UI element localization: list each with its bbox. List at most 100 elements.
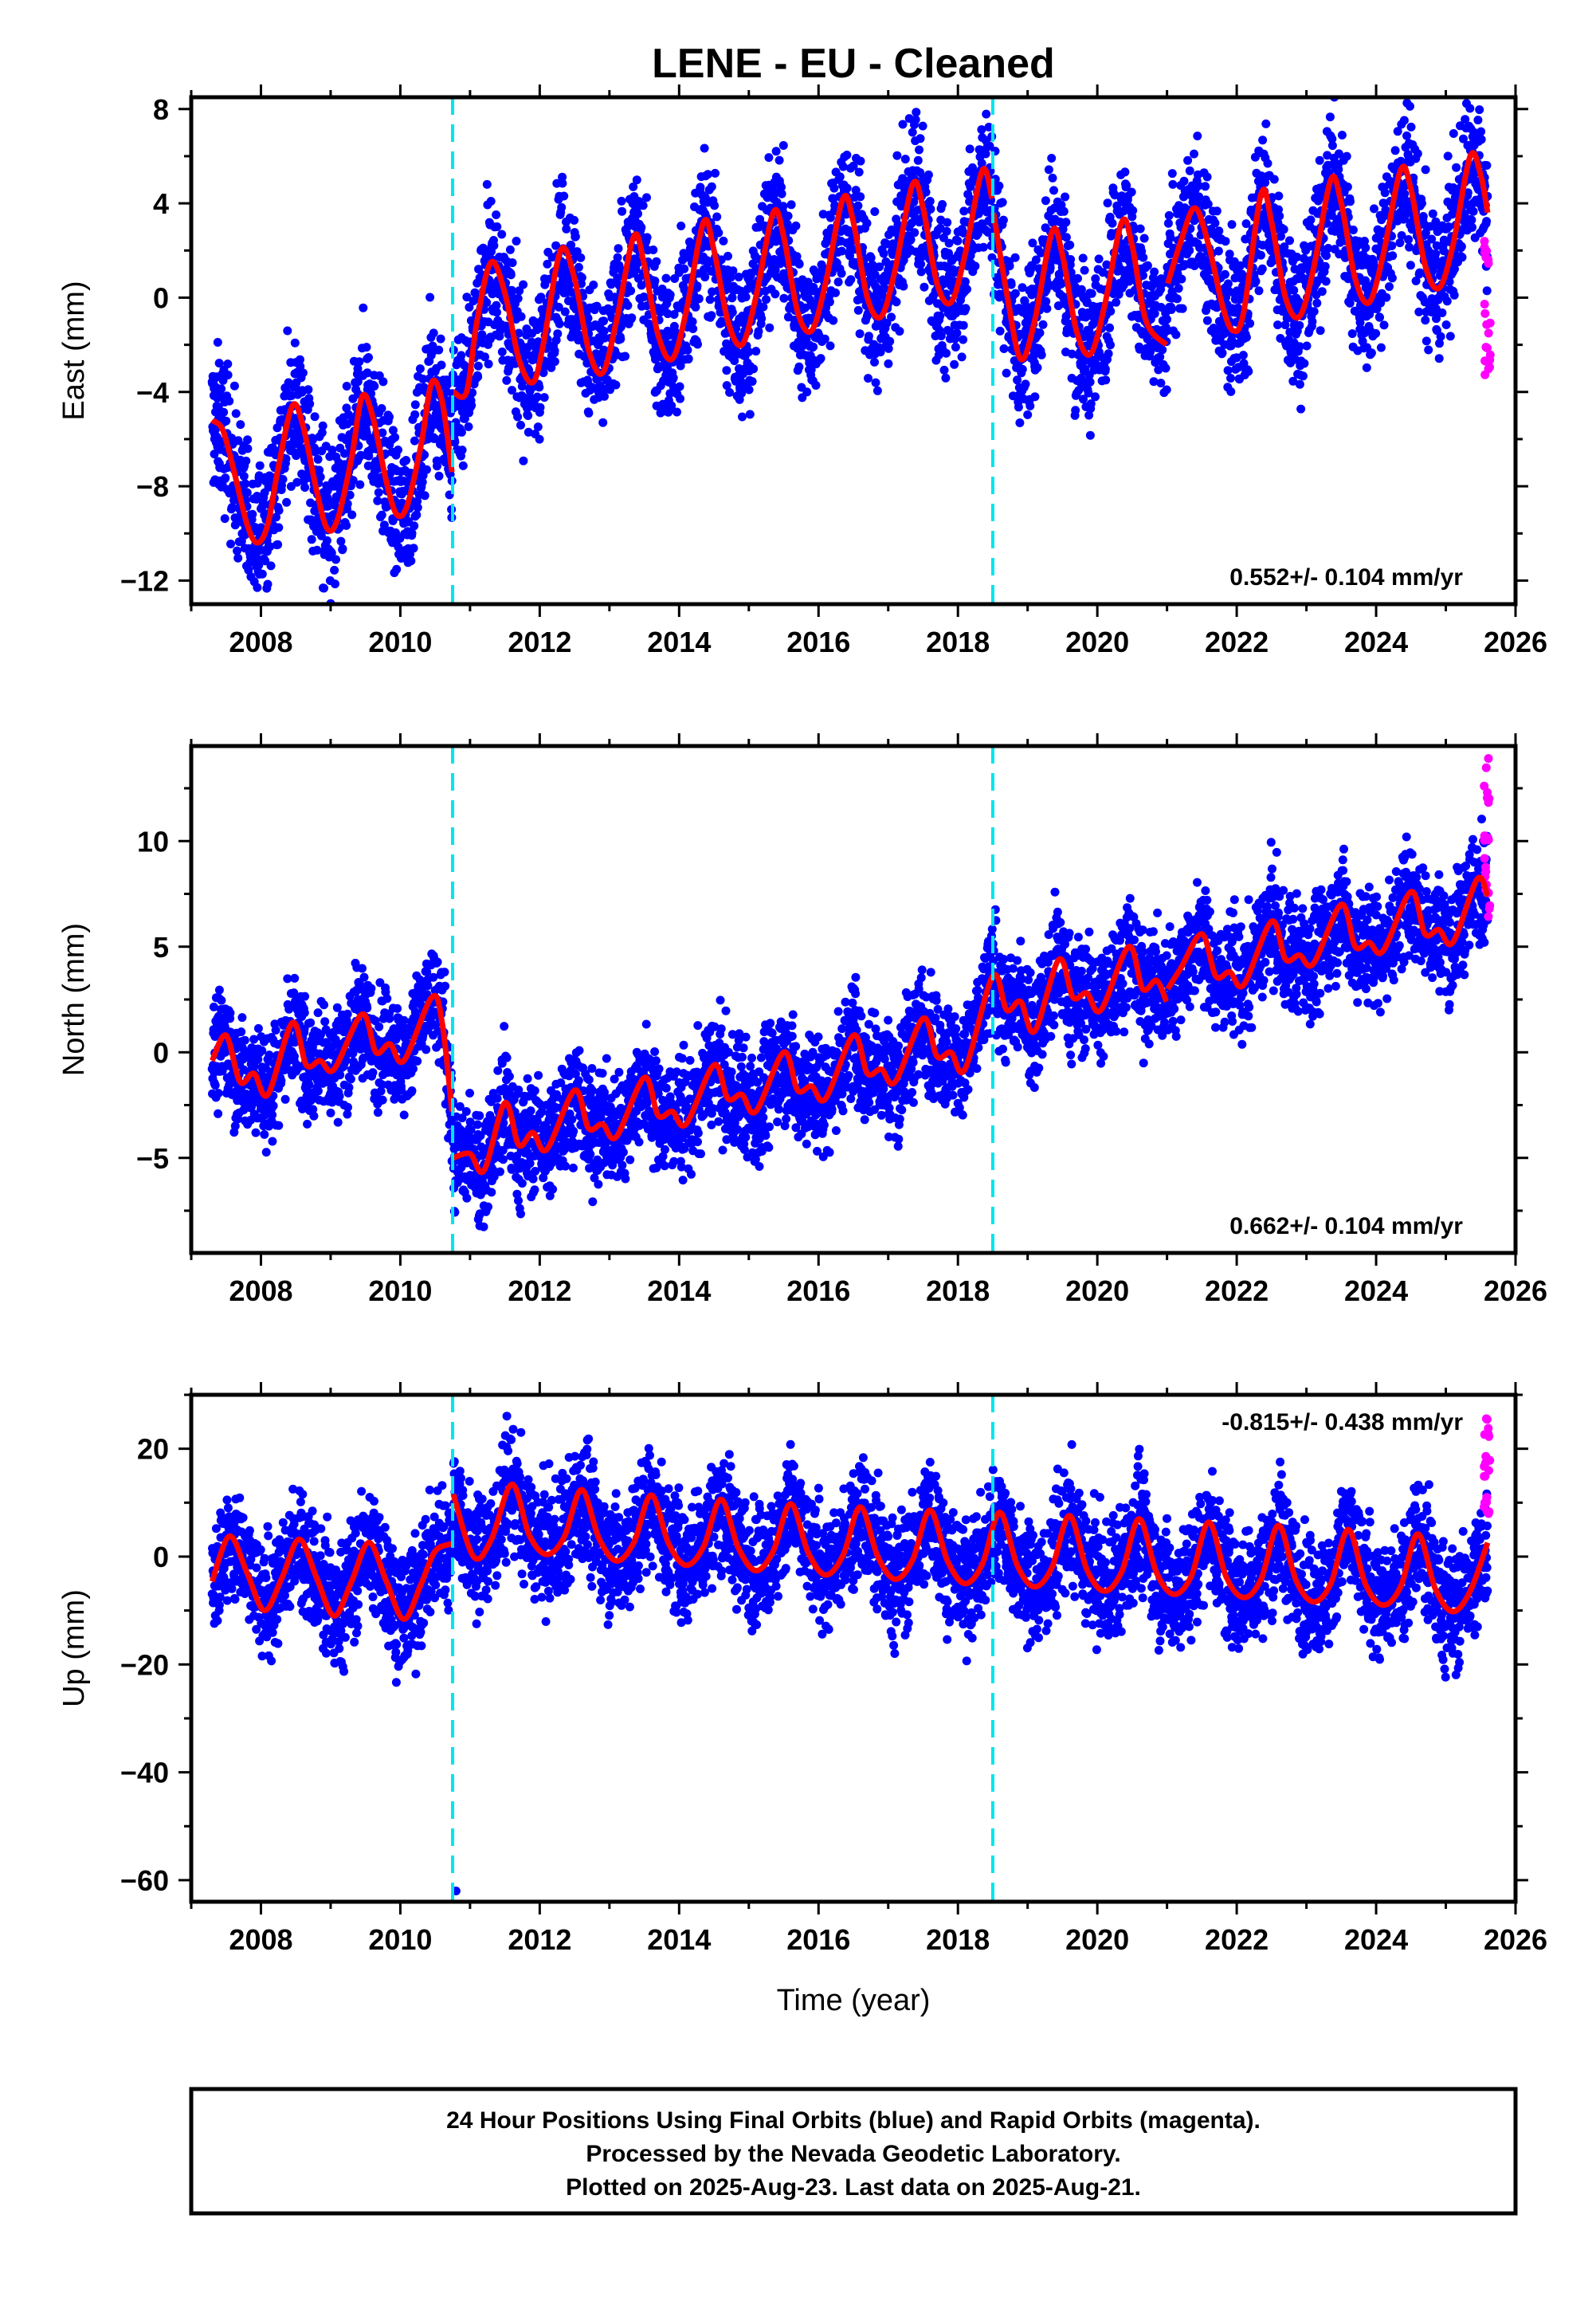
east-final-point — [342, 520, 351, 530]
east-final-point — [506, 270, 516, 280]
east-final-point — [1202, 172, 1212, 182]
east-final-point — [1014, 403, 1023, 412]
east-final-point — [727, 293, 737, 302]
east-final-point — [977, 159, 986, 168]
east-final-point — [1245, 319, 1255, 328]
east-final-point — [577, 273, 586, 282]
east-final-point — [633, 209, 642, 218]
east-final-point — [1203, 199, 1213, 209]
east-final-point — [457, 351, 466, 360]
east-final-point — [918, 121, 927, 131]
east-final-point — [467, 401, 476, 410]
east-final-point — [722, 381, 731, 391]
east-final-point — [1038, 320, 1048, 329]
east-final-point — [1321, 277, 1331, 286]
east-final-point — [239, 472, 249, 481]
east-final-point — [425, 293, 435, 302]
east-final-point — [722, 366, 731, 375]
east-final-point — [392, 564, 402, 574]
east-final-point — [437, 360, 446, 370]
east-final-point — [700, 273, 710, 282]
east-final-point — [559, 191, 569, 201]
east-final-point — [755, 214, 765, 224]
east-final-point — [802, 387, 812, 397]
east-final-point — [626, 286, 636, 296]
east-final-point — [355, 357, 364, 367]
east-final-point — [571, 232, 580, 242]
east-final-point — [378, 377, 388, 387]
east-final-point — [281, 454, 291, 464]
east-final-point — [916, 134, 925, 143]
east-final-point — [1261, 119, 1271, 128]
east-final-point — [825, 297, 834, 307]
east-final-point — [516, 420, 525, 430]
east-final-point — [222, 416, 231, 426]
east-final-point — [1112, 297, 1121, 307]
east-final-point — [1202, 316, 1212, 325]
east-final-point — [513, 294, 523, 303]
east-final-point — [480, 352, 489, 362]
east-final-point — [942, 226, 951, 236]
east-final-point — [1223, 279, 1233, 289]
east-final-point — [576, 253, 586, 262]
east-final-point — [1150, 309, 1159, 318]
east-final-point — [441, 457, 450, 467]
east-final-point — [385, 412, 394, 422]
east-final-point — [856, 156, 865, 166]
east-final-point — [1302, 341, 1312, 351]
east-final-point — [838, 162, 848, 171]
east-final-point — [1449, 129, 1458, 138]
east-final-point — [457, 427, 466, 437]
east-final-point — [809, 342, 818, 351]
east-final-point — [1015, 418, 1025, 427]
east-final-point — [693, 340, 702, 349]
east-final-point — [278, 474, 288, 484]
east-final-point — [884, 359, 893, 368]
east-final-point — [744, 385, 754, 395]
east-final-point — [1047, 154, 1057, 163]
east-final-point — [394, 542, 403, 552]
east-final-point — [492, 300, 501, 310]
east-final-point — [1241, 219, 1251, 229]
east-final-point — [616, 334, 625, 344]
east-final-point — [1376, 343, 1386, 352]
east-final-point — [249, 611, 257, 620]
east-final-point — [390, 433, 400, 442]
east-final-point — [1424, 345, 1433, 355]
east-final-point — [939, 365, 949, 375]
east-final-point — [999, 344, 1009, 353]
east-final-point — [223, 371, 233, 379]
east-final-point — [217, 384, 226, 394]
east-rapid-point — [1480, 370, 1490, 379]
east-final-point — [675, 382, 684, 391]
east-final-point — [1452, 163, 1461, 172]
east-final-point — [688, 317, 697, 327]
east-final-point — [825, 213, 835, 222]
east-final-point — [418, 375, 428, 383]
east-final-point — [434, 345, 444, 355]
east-final-point — [744, 348, 754, 356]
east-final-point — [1041, 196, 1050, 206]
east-final-point — [1442, 296, 1452, 306]
east-final-point — [1143, 261, 1152, 270]
east-final-point — [263, 579, 273, 589]
east-final-point — [747, 377, 757, 387]
east-final-point — [320, 583, 328, 593]
east-final-point — [794, 362, 804, 371]
east-final-point — [1021, 379, 1030, 389]
east-final-point — [535, 383, 544, 392]
east-final-point — [762, 295, 771, 304]
east-final-point — [331, 555, 340, 564]
east-final-point — [829, 316, 838, 325]
east-final-point — [703, 170, 712, 179]
east-final-point — [1436, 332, 1445, 341]
east-final-point — [336, 536, 346, 546]
east-final-point — [943, 218, 952, 227]
east-final-point — [1006, 280, 1016, 289]
east-final-point — [1005, 261, 1014, 271]
east-final-point — [1273, 320, 1282, 330]
east-final-point — [1172, 294, 1182, 304]
east-final-point — [676, 222, 686, 230]
east-final-point — [1023, 410, 1033, 419]
east-final-point — [846, 275, 856, 285]
